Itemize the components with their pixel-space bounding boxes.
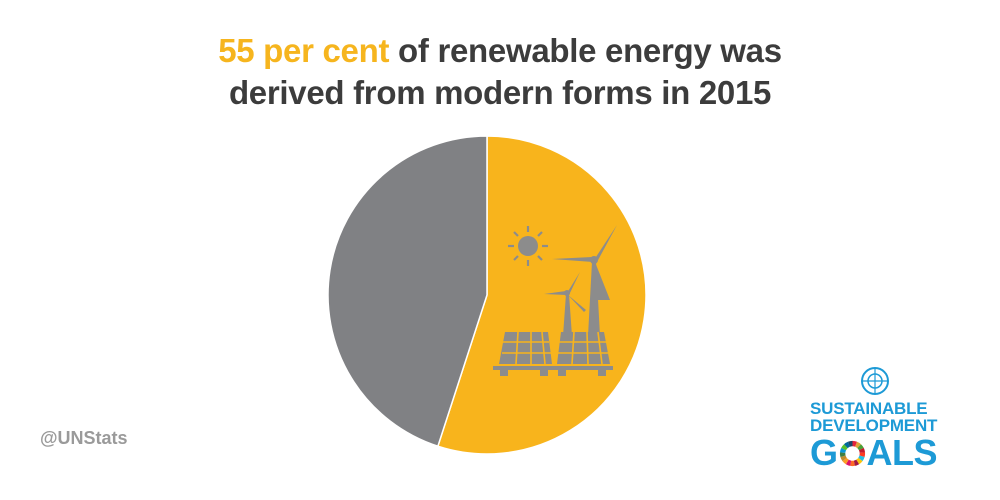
- sdg-wheel-segment: [854, 441, 861, 449]
- solar-wind-icon: [493, 225, 617, 376]
- sdg-wheel-segment: [853, 459, 859, 466]
- pie-slices: [327, 135, 647, 455]
- title-line-1: 55 per cent of renewable energy was: [0, 30, 1000, 72]
- chart-title: 55 per cent of renewable energy was deri…: [0, 30, 1000, 114]
- title-line-2: derived from modern forms in 2015: [228, 74, 772, 111]
- solar-panel-right: [551, 331, 613, 376]
- sdg-wheel-segment: [849, 460, 855, 467]
- sdg-wheel-segment: [841, 457, 849, 465]
- sdg-wheel-segment: [845, 459, 851, 466]
- title-highlight: 55 per cent: [218, 32, 390, 69]
- sdg-wheel-segment: [855, 457, 863, 465]
- wind-turbine-small-icon: [544, 272, 586, 336]
- sdg-wheel-segment: [847, 440, 853, 447]
- wind-turbine-large-icon: [552, 225, 617, 336]
- sdg-wheel-segment: [843, 441, 850, 449]
- sdg-logo: SUSTAINABLE DEVELOPMENT G ALS: [810, 366, 940, 471]
- logo-goals: G ALS: [810, 435, 940, 471]
- sdg-wheel-segment: [839, 452, 846, 457]
- logo-line-sustainable: SUSTAINABLE: [810, 399, 928, 418]
- un-emblem-icon: [861, 367, 889, 395]
- pie-slice-1: [436, 135, 647, 455]
- sdg-wheel-segment: [857, 455, 865, 462]
- solar-panels-icon: [493, 331, 613, 376]
- title-line-1-rest: of renewable energy was: [389, 32, 782, 69]
- twitter-handle[interactable]: @UNStats: [40, 428, 128, 448]
- sdg-wheel-segment: [856, 444, 864, 451]
- sun-icon: [508, 226, 548, 266]
- sdg-wheel-segment: [839, 455, 847, 462]
- sdg-wheel-segment: [839, 447, 846, 453]
- pie-slice-2: [327, 135, 488, 448]
- logo-line-goals: G ALS: [810, 432, 938, 473]
- sdg-wheel-segment: [858, 447, 865, 453]
- sdg-wheel-segment: [852, 440, 857, 447]
- solar-panel-left: [493, 331, 555, 376]
- sdg-wheel-icon: [839, 440, 865, 467]
- sdg-wheel-segment: [840, 444, 848, 451]
- sdg-wheel-segment: [858, 452, 865, 457]
- logo-line-development: DEVELOPMENT: [810, 416, 938, 435]
